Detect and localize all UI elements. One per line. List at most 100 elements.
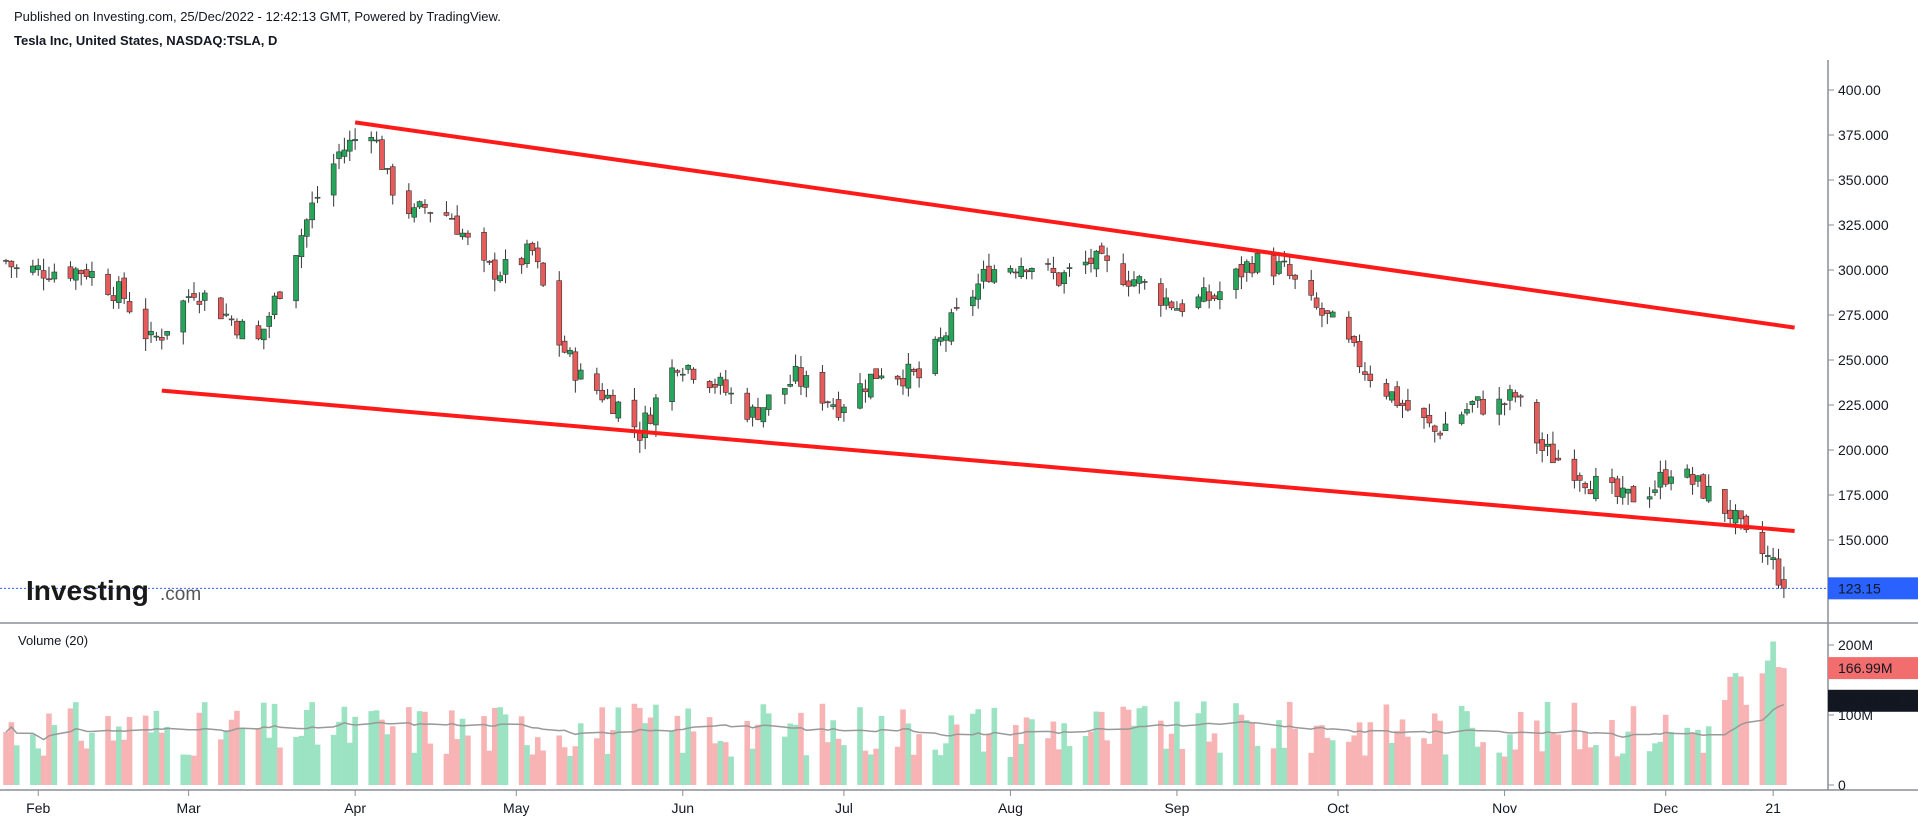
volume-bar	[1609, 719, 1615, 785]
candle-body	[449, 217, 455, 220]
volume-bar	[1206, 741, 1212, 785]
volume-bar	[449, 710, 455, 785]
candle-body	[271, 295, 278, 316]
candle-body	[878, 375, 885, 379]
volume-bar	[201, 702, 208, 785]
volume-bar	[905, 723, 912, 785]
volume-bar	[352, 716, 358, 785]
candle-body	[121, 277, 127, 299]
volume-bar	[1319, 725, 1325, 785]
volume-bar	[73, 702, 79, 785]
candle-body	[594, 373, 600, 391]
volume-bar	[35, 748, 42, 785]
candle-body	[51, 271, 58, 280]
volume-bar	[1405, 736, 1411, 785]
volume-bar	[717, 740, 724, 785]
candle-body	[717, 376, 724, 386]
price-tick-label: 225.000	[1838, 397, 1889, 413]
volume-bar	[1684, 727, 1691, 785]
candle-body	[83, 269, 90, 277]
candle-body	[760, 407, 767, 423]
price-tick-label: 300.000	[1838, 262, 1889, 278]
candle-body	[1464, 409, 1470, 414]
volume-bar	[1722, 700, 1728, 785]
volume-bar	[502, 714, 509, 785]
candle-body	[1168, 301, 1175, 309]
volume-bar	[830, 720, 836, 785]
volume-bar	[1120, 706, 1127, 785]
candle-body	[1727, 509, 1733, 520]
candle-body	[1764, 555, 1771, 557]
candle-body	[105, 273, 111, 295]
candle-body	[970, 296, 976, 307]
volume-bar	[1544, 701, 1551, 785]
time-tick-label: Jun	[671, 800, 694, 816]
candle-body	[148, 330, 154, 336]
volume-bar	[524, 745, 530, 785]
price-tick-label: 325.000	[1838, 217, 1889, 233]
volume-bar	[1614, 756, 1621, 785]
volume-bar	[1045, 738, 1051, 785]
candle-body	[491, 259, 498, 280]
candle-body	[1313, 297, 1320, 308]
candle-body	[1249, 263, 1255, 274]
candle-body	[1501, 403, 1508, 406]
time-tick-label: May	[503, 800, 529, 816]
candle-body	[1571, 458, 1578, 481]
volume-bar	[1313, 725, 1320, 785]
volume-bar	[1158, 720, 1164, 785]
candle-body	[1700, 474, 1707, 499]
candle-body	[293, 255, 299, 302]
candle-body	[561, 340, 568, 353]
candle-body	[1292, 274, 1298, 280]
volume-bar	[1346, 741, 1352, 785]
volume-bar	[1179, 749, 1186, 785]
candle-body	[1759, 531, 1766, 555]
volume-bar	[341, 706, 348, 785]
volume-bar	[8, 722, 15, 785]
volume-bar	[1388, 742, 1395, 785]
volume-bar	[255, 728, 262, 785]
candle-body	[1238, 264, 1245, 278]
volume-bar	[158, 732, 165, 785]
candle-body	[309, 202, 315, 221]
candle-body	[1421, 407, 1427, 418]
candle-body	[1104, 255, 1110, 261]
volume-bar	[1141, 706, 1148, 785]
volume-bar	[1431, 713, 1438, 785]
volume-bar	[529, 754, 536, 785]
volume-bar	[679, 752, 686, 785]
volume-bar	[303, 709, 310, 785]
candle-body	[1319, 308, 1325, 316]
volume-bar	[234, 710, 240, 785]
volume-bar	[782, 736, 788, 785]
volume-bar	[1770, 641, 1776, 785]
candle-body	[1195, 296, 1202, 308]
candle-body	[534, 247, 541, 263]
volume-bar	[1496, 752, 1503, 785]
volume-bar	[647, 717, 654, 785]
volume-bar	[991, 707, 998, 785]
volume-bar	[534, 737, 541, 785]
volume-bar	[1555, 734, 1562, 785]
volume-bar	[637, 707, 643, 785]
volume-bar	[1211, 733, 1218, 785]
volume-bar	[1383, 704, 1390, 785]
volume-bar	[309, 702, 315, 785]
volume-bar	[900, 709, 906, 785]
candle-body	[1131, 279, 1137, 287]
volume-bar	[1662, 714, 1669, 785]
candle-body	[1544, 443, 1551, 447]
candle-body	[572, 351, 579, 381]
candle-body	[540, 262, 546, 286]
volume-bar	[744, 720, 751, 785]
volume-bar	[1168, 733, 1175, 785]
volume-bar	[1125, 709, 1132, 785]
volume-bar	[330, 734, 337, 785]
volume-bar	[78, 740, 84, 785]
volume-bar	[1630, 706, 1637, 785]
candle-body	[986, 265, 992, 282]
volume-bar	[975, 709, 981, 785]
volume-bar	[110, 740, 117, 785]
